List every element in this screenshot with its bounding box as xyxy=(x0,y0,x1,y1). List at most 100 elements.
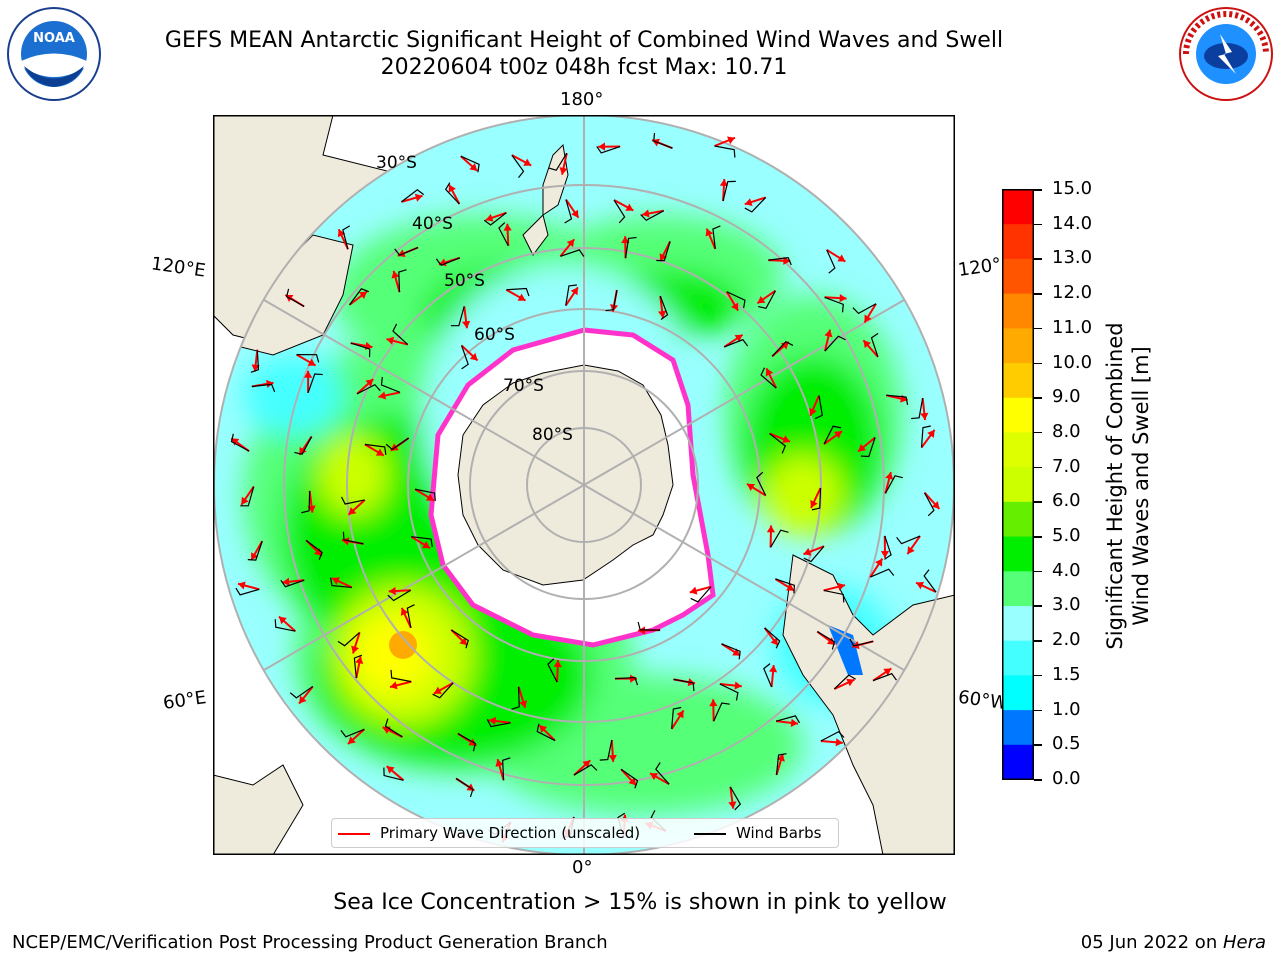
wind-barb xyxy=(498,222,509,247)
wind-barb xyxy=(637,621,661,631)
wave-arrow-head xyxy=(864,314,872,323)
wind-barb xyxy=(823,425,842,445)
wind-barb xyxy=(712,225,721,249)
wave-arrow-head xyxy=(237,581,246,590)
wind-barb xyxy=(251,383,276,393)
wave-arrow-head xyxy=(638,626,646,635)
wave-arrow-head xyxy=(488,716,497,726)
colorbar-tick-mark xyxy=(1034,709,1042,712)
wave-arrow-head xyxy=(719,179,729,187)
colorbar-tick-mark xyxy=(1034,466,1042,469)
wave-arrow-head xyxy=(835,738,843,747)
wind-barb xyxy=(340,496,365,505)
wave-arrow-head xyxy=(378,391,387,400)
wave-arrow-head xyxy=(421,541,430,549)
wind-barb xyxy=(274,619,296,632)
wind-barb xyxy=(511,154,525,178)
colorbar-tick-label: 1.0 xyxy=(1052,698,1081,720)
wind-barb xyxy=(353,654,363,679)
wind-barb xyxy=(406,604,415,628)
chart-subtitle: 20220604 t00z 048h fcst Max: 10.71 xyxy=(380,55,788,80)
colorbar-block xyxy=(1002,189,1034,225)
wind-barb xyxy=(860,437,876,458)
wind-barb xyxy=(923,569,937,593)
wave-arrow-head xyxy=(875,558,883,567)
wind-barb xyxy=(383,767,404,781)
colorbar-tick-label: 15.0 xyxy=(1052,178,1093,199)
colorbar-tick-mark xyxy=(1034,779,1042,781)
wind-barb xyxy=(385,437,410,451)
wind-barb xyxy=(884,475,903,494)
colorbar-block xyxy=(1002,258,1034,294)
wave-arrow-head xyxy=(858,443,867,452)
colorbar-tick-label: 7.0 xyxy=(1052,455,1081,477)
colorbar-tick-label: 11.0 xyxy=(1052,316,1093,338)
wind-barb xyxy=(387,589,412,602)
wave-arrow-head xyxy=(608,754,617,762)
wave-arrow-head xyxy=(705,228,714,237)
wind-barb xyxy=(305,539,323,561)
wave-arrow-head xyxy=(571,209,579,218)
wave-arrow-head xyxy=(566,239,575,248)
wind-barb xyxy=(820,730,845,742)
wind-barb xyxy=(655,762,670,785)
wave-arrow-head xyxy=(355,656,364,664)
wind-barb xyxy=(435,257,461,266)
wave-arrow-head xyxy=(880,550,890,558)
wave-arrow-head xyxy=(523,158,532,166)
wind-barb xyxy=(852,303,877,315)
wave-arrow-head xyxy=(389,681,398,690)
lon-label-120e: 120°E xyxy=(149,253,207,282)
wind-barb xyxy=(659,295,669,321)
wave-arrow-head xyxy=(559,167,568,175)
wind-barb xyxy=(775,578,795,594)
wind-barb xyxy=(296,354,320,363)
wave-arrow-head xyxy=(266,379,274,388)
colorbar-tick-label: 2.0 xyxy=(1052,629,1081,651)
wind-barb xyxy=(511,686,520,710)
red-line-icon xyxy=(338,832,370,835)
wind-barb xyxy=(240,486,255,507)
wave-arrow-head xyxy=(386,336,395,345)
wave-arrow-head xyxy=(709,699,718,707)
wind-barb xyxy=(726,291,746,309)
wave-arrow-head xyxy=(278,616,287,625)
colorbar-tick-mark xyxy=(1034,605,1042,607)
colorbar xyxy=(1002,189,1034,780)
wind-barb xyxy=(816,631,836,650)
noaa-logo: NOAA xyxy=(7,7,101,101)
legend-item-wave-direction: Primary Wave Direction (unscaled) xyxy=(338,824,640,842)
wave-arrow-head xyxy=(459,637,468,646)
wind-barb xyxy=(460,155,480,173)
wave-arrow-head xyxy=(598,142,606,151)
wind-barb xyxy=(450,306,465,327)
wind-barb xyxy=(340,728,365,738)
colorbar-block xyxy=(1002,501,1034,537)
wave-arrow-head xyxy=(414,193,423,202)
wind-barb xyxy=(250,349,260,373)
colorbar-tick-label: 1.5 xyxy=(1052,663,1081,685)
wave-arrow-head xyxy=(348,507,357,515)
wind-barb xyxy=(380,376,401,393)
wave-arrow-head xyxy=(303,370,313,378)
wave-arrow-head xyxy=(768,665,778,673)
wind-barb xyxy=(870,568,895,578)
wind-barb xyxy=(722,180,736,202)
wind-barb xyxy=(230,433,250,452)
wave-arrow-head xyxy=(837,254,846,262)
wave-arrow-head xyxy=(786,583,795,591)
wind-barb xyxy=(486,719,511,728)
wind-barb xyxy=(457,733,477,752)
wind-barb xyxy=(724,338,749,348)
wave-arrow-head xyxy=(766,525,776,533)
wave-arrow-head xyxy=(809,407,817,416)
footer-producer: NCEP/EMC/Verification Post Processing Pr… xyxy=(12,932,608,953)
wave-arrow-head xyxy=(331,577,340,585)
wind-barb xyxy=(613,199,626,224)
colorbar-tick-label: 8.0 xyxy=(1052,420,1081,442)
sea-ice-note: Sea Ice Concentration > 15% is shown in … xyxy=(333,890,947,915)
lon-label-60e: 60°E xyxy=(161,687,208,714)
colorbar-tick-label: 6.0 xyxy=(1052,490,1081,512)
wind-barb xyxy=(394,246,419,256)
wave-arrow-head xyxy=(391,270,400,279)
